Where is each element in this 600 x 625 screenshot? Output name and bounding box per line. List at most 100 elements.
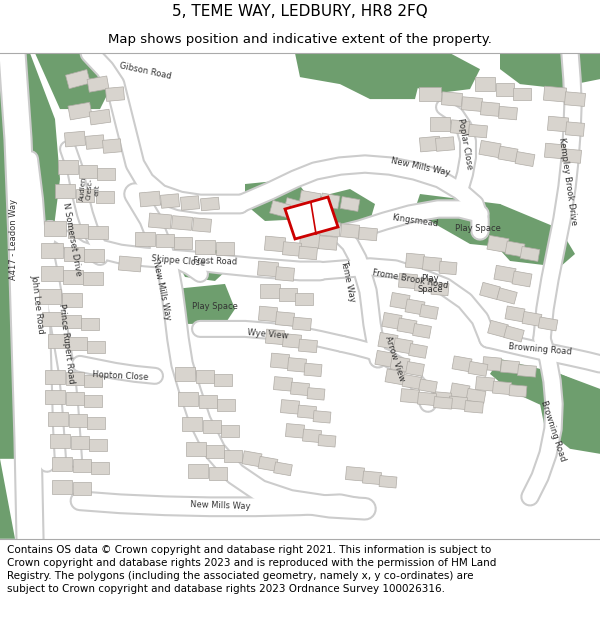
Polygon shape [55, 184, 75, 198]
Polygon shape [84, 375, 102, 387]
Polygon shape [500, 53, 580, 89]
Polygon shape [178, 249, 228, 281]
Polygon shape [68, 102, 92, 120]
Polygon shape [85, 135, 104, 149]
Text: Browning Road: Browning Road [508, 342, 572, 356]
Polygon shape [362, 471, 382, 484]
Polygon shape [498, 146, 518, 162]
Polygon shape [299, 191, 321, 208]
Polygon shape [505, 306, 525, 322]
Polygon shape [518, 364, 536, 377]
Polygon shape [488, 320, 508, 338]
Polygon shape [398, 273, 418, 289]
Polygon shape [385, 369, 405, 385]
Polygon shape [103, 139, 122, 153]
Text: Play Space: Play Space [455, 224, 501, 234]
Polygon shape [340, 196, 360, 211]
Polygon shape [285, 197, 338, 239]
Polygon shape [0, 459, 15, 539]
Polygon shape [284, 198, 307, 216]
Polygon shape [390, 292, 410, 309]
Polygon shape [73, 482, 91, 495]
Polygon shape [487, 236, 509, 252]
Polygon shape [106, 87, 125, 101]
Polygon shape [41, 266, 63, 281]
Polygon shape [299, 246, 317, 260]
Polygon shape [96, 191, 114, 203]
Polygon shape [461, 97, 482, 111]
Polygon shape [419, 379, 437, 392]
Polygon shape [512, 271, 532, 287]
Polygon shape [464, 401, 484, 413]
Polygon shape [340, 224, 359, 238]
Polygon shape [178, 392, 198, 406]
Polygon shape [259, 306, 278, 322]
Polygon shape [58, 160, 78, 174]
Polygon shape [390, 356, 410, 372]
Polygon shape [308, 189, 375, 227]
Polygon shape [499, 106, 517, 120]
Polygon shape [293, 317, 311, 331]
Polygon shape [89, 439, 107, 451]
Polygon shape [451, 120, 470, 134]
Polygon shape [422, 257, 442, 271]
Polygon shape [565, 92, 586, 106]
Polygon shape [402, 374, 422, 389]
Polygon shape [0, 53, 60, 459]
Polygon shape [174, 237, 192, 249]
Polygon shape [41, 244, 63, 259]
Polygon shape [540, 374, 600, 454]
Polygon shape [63, 316, 81, 328]
Polygon shape [170, 284, 235, 324]
Text: 5, TEME WAY, LEDBURY, HR8 2FQ: 5, TEME WAY, LEDBURY, HR8 2FQ [172, 4, 428, 19]
Polygon shape [307, 388, 325, 400]
Polygon shape [221, 425, 239, 437]
Polygon shape [156, 234, 174, 248]
Polygon shape [496, 82, 514, 96]
Polygon shape [283, 334, 302, 348]
Polygon shape [269, 201, 290, 217]
Polygon shape [181, 196, 200, 210]
Polygon shape [118, 256, 142, 272]
Polygon shape [279, 289, 297, 301]
Polygon shape [193, 217, 212, 232]
Polygon shape [87, 341, 105, 353]
Text: New Mills Way: New Mills Way [389, 156, 451, 178]
Polygon shape [89, 109, 111, 125]
Polygon shape [274, 377, 293, 391]
Polygon shape [84, 249, 104, 262]
Polygon shape [52, 480, 72, 494]
Polygon shape [148, 213, 172, 229]
Polygon shape [48, 334, 68, 348]
Polygon shape [64, 131, 86, 147]
Polygon shape [555, 53, 600, 84]
Polygon shape [413, 324, 431, 338]
Polygon shape [406, 253, 425, 269]
Polygon shape [79, 164, 97, 177]
Text: New Mills Way: New Mills Way [151, 261, 173, 321]
Polygon shape [436, 137, 455, 151]
Text: New Mills Way: New Mills Way [190, 500, 250, 511]
Polygon shape [206, 446, 224, 458]
Polygon shape [287, 357, 307, 372]
Polygon shape [182, 417, 202, 431]
Polygon shape [497, 288, 517, 304]
Polygon shape [299, 339, 317, 352]
Polygon shape [449, 396, 467, 409]
Polygon shape [565, 122, 584, 136]
Polygon shape [216, 242, 234, 256]
Polygon shape [64, 247, 84, 261]
Polygon shape [30, 53, 115, 109]
Polygon shape [68, 224, 88, 238]
Polygon shape [88, 226, 108, 239]
Polygon shape [295, 293, 313, 305]
Polygon shape [186, 442, 206, 456]
Text: Play
Space: Play Space [417, 274, 443, 294]
Polygon shape [209, 468, 227, 480]
Polygon shape [196, 371, 214, 383]
Text: Poplar Close: Poplar Close [456, 118, 474, 171]
Polygon shape [265, 236, 286, 252]
Polygon shape [442, 92, 463, 106]
Polygon shape [160, 194, 179, 208]
Polygon shape [84, 395, 102, 407]
